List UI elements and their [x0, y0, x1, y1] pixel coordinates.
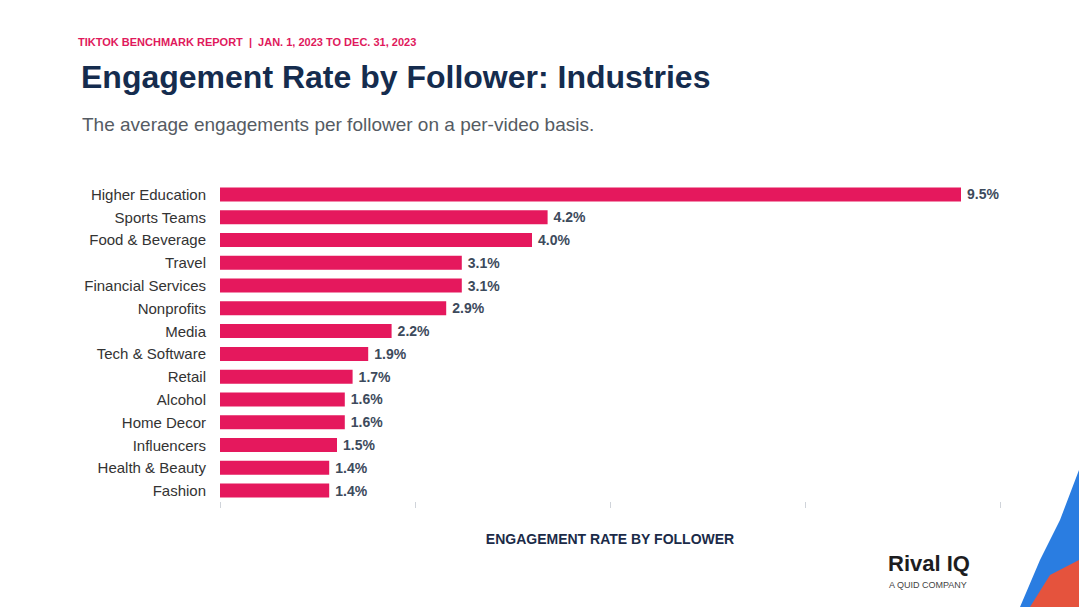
svg-text:Retail: Retail: [168, 368, 206, 385]
svg-text:Engagement Rate by Follower: I: Engagement Rate by Follower: Industries: [81, 59, 710, 95]
svg-text:Tech & Software: Tech & Software: [97, 345, 206, 362]
svg-text:1.7%: 1.7%: [359, 369, 391, 385]
svg-text:ENGAGEMENT RATE BY FOLLOWER: ENGAGEMENT RATE BY FOLLOWER: [486, 531, 734, 547]
svg-text:Alcohol: Alcohol: [157, 391, 206, 408]
svg-text:1.4%: 1.4%: [335, 460, 367, 476]
svg-text:Sports Teams: Sports Teams: [115, 209, 206, 226]
svg-text:3.1%: 3.1%: [468, 255, 500, 271]
svg-text:Nonprofits: Nonprofits: [138, 300, 206, 317]
svg-text:4.0%: 4.0%: [538, 232, 570, 248]
svg-text:Rival IQ: Rival IQ: [888, 551, 970, 576]
svg-text:Fashion: Fashion: [153, 482, 206, 499]
svg-text:Home Decor: Home Decor: [122, 414, 206, 431]
svg-text:1.4%: 1.4%: [335, 483, 367, 499]
svg-text:1.6%: 1.6%: [351, 414, 383, 430]
svg-text:TIKTOK BENCHMARK REPORT | JA: TIKTOK BENCHMARK REPORT | JAN. 1, 2023 T…: [78, 36, 416, 48]
svg-text:4.2%: 4.2%: [554, 209, 586, 225]
svg-text:1.5%: 1.5%: [343, 437, 375, 453]
svg-text:A QUID COMPANY: A QUID COMPANY: [889, 580, 967, 590]
svg-text:Food & Beverage: Food & Beverage: [89, 231, 206, 248]
svg-text:9.5%: 9.5%: [967, 186, 999, 202]
svg-text:Higher Education: Higher Education: [91, 186, 206, 203]
svg-text:1.9%: 1.9%: [374, 346, 406, 362]
svg-text:Media: Media: [165, 323, 207, 340]
svg-text:The average engagements per fo: The average engagements per follower on …: [82, 114, 594, 135]
svg-text:Financial Services: Financial Services: [84, 277, 206, 294]
svg-text:2.9%: 2.9%: [452, 300, 484, 316]
svg-text:1.6%: 1.6%: [351, 391, 383, 407]
svg-text:2.2%: 2.2%: [398, 323, 430, 339]
svg-text:Travel: Travel: [165, 254, 206, 271]
svg-text:3.1%: 3.1%: [468, 278, 500, 294]
svg-text:Influencers: Influencers: [133, 437, 206, 454]
svg-text:Health & Beauty: Health & Beauty: [98, 459, 207, 476]
